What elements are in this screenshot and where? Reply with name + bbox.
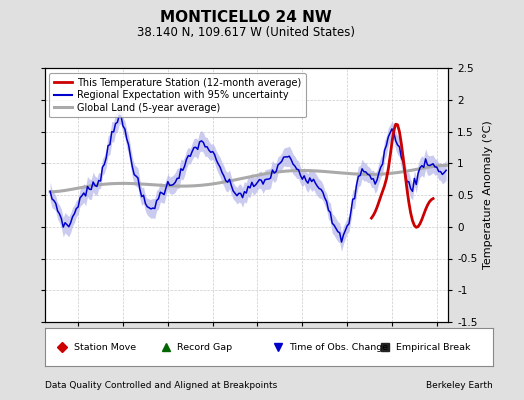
Y-axis label: Temperature Anomaly (°C): Temperature Anomaly (°C) xyxy=(483,121,493,269)
Legend: This Temperature Station (12-month average), Regional Expectation with 95% uncer: This Temperature Station (12-month avera… xyxy=(49,73,305,118)
Text: Empirical Break: Empirical Break xyxy=(396,342,471,352)
Text: Record Gap: Record Gap xyxy=(177,342,232,352)
Text: Time of Obs. Change: Time of Obs. Change xyxy=(289,342,388,352)
Text: Station Move: Station Move xyxy=(74,342,136,352)
Text: Data Quality Controlled and Aligned at Breakpoints: Data Quality Controlled and Aligned at B… xyxy=(45,381,277,390)
Text: MONTICELLO 24 NW: MONTICELLO 24 NW xyxy=(160,10,332,25)
Text: 38.140 N, 109.617 W (United States): 38.140 N, 109.617 W (United States) xyxy=(137,26,355,39)
Text: Berkeley Earth: Berkeley Earth xyxy=(426,381,493,390)
